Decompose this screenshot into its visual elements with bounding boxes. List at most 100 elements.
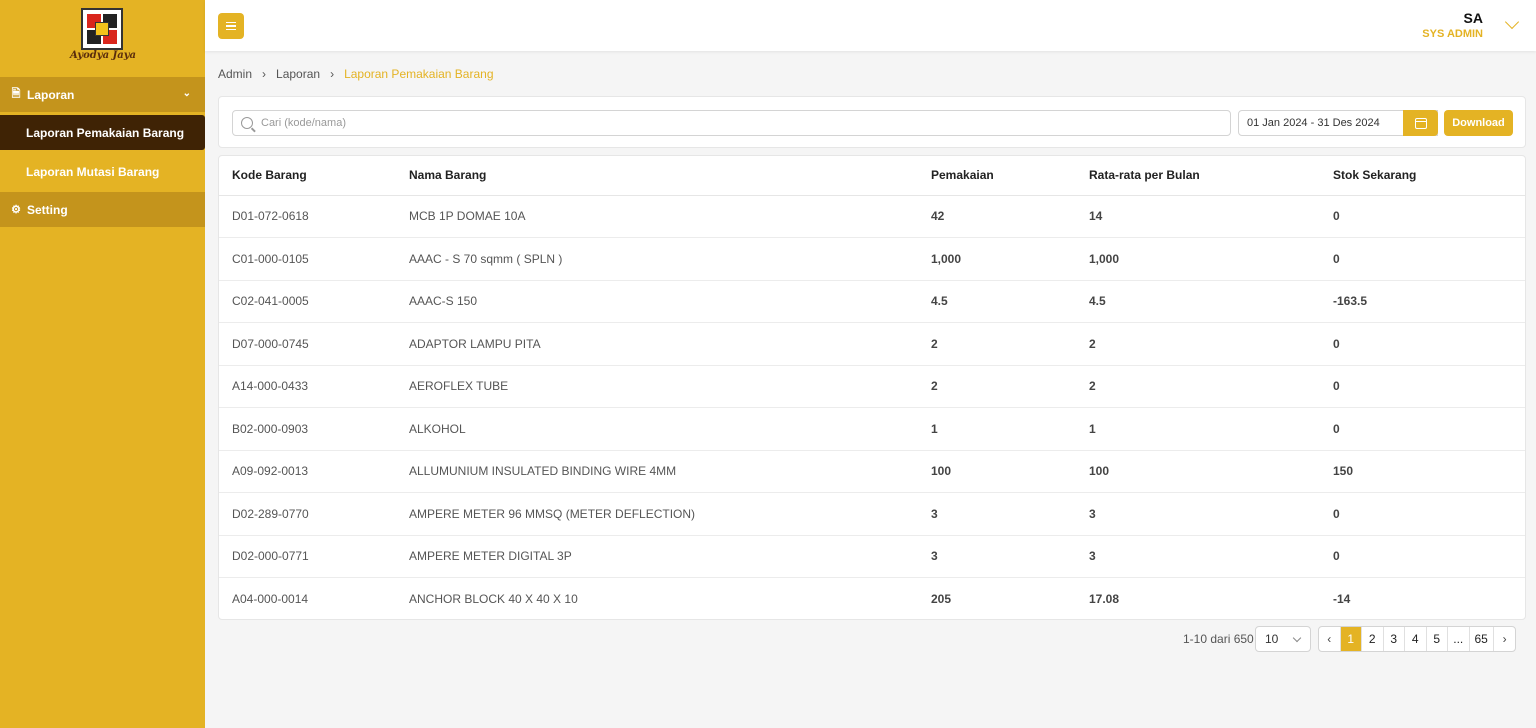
sidebar-group-setting[interactable]: ⚙ Setting — [0, 192, 205, 227]
search-input[interactable] — [261, 117, 1161, 129]
document-icon: 🗎 — [11, 88, 21, 100]
column-header-rata-rata: Rata-rata per Bulan — [1089, 156, 1333, 196]
prev-page-button[interactable]: ‹ — [1319, 627, 1341, 651]
table-cell: ALLUMUNIUM INSULATED BINDING WIRE 4MM — [409, 450, 931, 493]
search-box[interactable] — [232, 110, 1231, 136]
calendar-icon — [1414, 117, 1427, 129]
download-button[interactable]: Download — [1444, 110, 1513, 136]
sidebar-item-laporan-mutasi-barang[interactable]: Laporan Mutasi Barang — [0, 154, 205, 189]
breadcrumb: Admin › Laporan › Laporan Pemakaian Bara… — [218, 67, 494, 81]
table-cell: 2 — [1089, 365, 1333, 408]
table-cell: 205 — [931, 592, 952, 606]
logo-text: Ayodya Jaya — [69, 50, 137, 61]
table-cell: 2 — [1089, 322, 1333, 366]
table-cell: D07-000-0745 — [219, 322, 409, 366]
user-menu[interactable]: SA SYS ADMIN — [1401, 10, 1521, 42]
table-cell: 0 — [1333, 492, 1525, 536]
breadcrumb-laporan[interactable]: Laporan — [276, 67, 321, 81]
table-cell: 1,000 — [931, 237, 1089, 281]
page-button[interactable]: 65 — [1470, 627, 1494, 651]
page-button[interactable]: 5 — [1427, 627, 1448, 651]
table-cell: D02-289-0770 — [219, 492, 409, 536]
table-cell: 3 — [931, 492, 1089, 536]
sidebar-item-laporan-pemakaian-barang[interactable]: Laporan Pemakaian Barang — [0, 115, 205, 150]
table-cell: 0 — [1333, 195, 1525, 238]
page-button[interactable]: 2 — [1362, 627, 1384, 651]
top-header: SA SYS ADMIN — [205, 0, 1536, 51]
table-cell: 3 — [1089, 492, 1333, 536]
table-cell: ADAPTOR LAMPU PITA — [409, 322, 931, 366]
table-cell: C01-000-0105 — [219, 237, 409, 281]
table-cell: AMPERE METER 96 MMSQ (METER DEFLECTION) — [409, 492, 931, 536]
report-table: Kode Barang Nama Barang Pemakaian Rata-r… — [218, 155, 1526, 620]
table-row: A14-000-0433 AEROFLEX TUBE 2 2 0 — [219, 365, 1525, 408]
table-cell: 100 — [931, 450, 1089, 493]
column-header-pemakaian: Pemakaian — [931, 156, 1089, 196]
chevron-down-icon[interactable] — [1504, 14, 1520, 30]
pagination-info: 1-10 dari 650 — [1183, 632, 1254, 646]
table-cell: D02-000-0771 — [219, 535, 409, 578]
table-cell: 3 — [1089, 535, 1333, 578]
table-row: D02-289-0770 AMPERE METER 96 MMSQ (METER … — [219, 492, 1525, 536]
page-button[interactable]: 3 — [1384, 627, 1405, 651]
table-cell: 0 — [1333, 237, 1525, 281]
filter-bar: 01 Jan 2024 - 31 Des 2024 Download — [218, 96, 1526, 148]
table-cell: ANCHOR BLOCK 40 X 40 X 10 — [409, 592, 578, 606]
table-header-row: Kode Barang Nama Barang Pemakaian Rata-r… — [219, 156, 1525, 196]
chevron-right-icon: › — [330, 67, 335, 81]
table-cell: 0 — [1333, 365, 1525, 408]
table-cell: -14 — [1333, 592, 1351, 606]
table-row: B02-000-0903 ALKOHOL 1 1 0 — [219, 407, 1525, 451]
table-cell: MCB 1P DOMAE 10A — [409, 195, 931, 238]
table-cell: B02-000-0903 — [219, 407, 409, 451]
table-cell: D01-072-0618 — [219, 195, 409, 238]
table-cell: 17.08 — [1089, 592, 1120, 606]
next-page-button[interactable]: › — [1502, 632, 1507, 646]
menu-toggle-button[interactable] — [218, 13, 244, 39]
table-cell: 14 — [1089, 195, 1333, 238]
page-ellipsis[interactable]: ... — [1448, 627, 1470, 651]
page-size-select[interactable]: 10 — [1255, 626, 1311, 652]
table-cell: -163.5 — [1333, 280, 1525, 323]
page-button[interactable]: 4 — [1405, 627, 1427, 651]
table-row: A09-092-0013 ALLUMUNIUM INSULATED BINDING… — [219, 450, 1525, 493]
sidebar-group-label: Setting — [27, 202, 68, 217]
table-row: D02-000-0771 AMPERE METER DIGITAL 3P 3 3 0 — [219, 535, 1525, 578]
breadcrumb-admin[interactable]: Admin — [218, 67, 253, 81]
column-header-kode: Kode Barang — [219, 156, 409, 196]
search-icon — [241, 117, 253, 129]
gear-icon: ⚙ — [11, 204, 21, 216]
calendar-button[interactable] — [1403, 110, 1438, 136]
page-size-value: 10 — [1265, 632, 1279, 646]
breadcrumb-current: Laporan Pemakaian Barang — [344, 67, 494, 81]
table-cell: ALKOHOL — [409, 407, 931, 451]
table-cell: 1,000 — [1089, 237, 1333, 281]
table-cell: AAAC-S 150 — [409, 280, 931, 323]
table-row: C01-000-0105 AAAC - S 70 sqmm ( SPLN ) 1,0… — [219, 237, 1525, 281]
column-header-stok: Stok Sekarang — [1333, 156, 1525, 196]
user-role: SYS ADMIN — [1422, 28, 1483, 40]
table-cell: 42 — [931, 195, 1089, 238]
table-cell: 4.5 — [1089, 280, 1333, 323]
table-cell: 2 — [931, 322, 1089, 366]
sidebar-group-laporan[interactable]: 🗎 Laporan ⌄ — [0, 77, 205, 112]
company-logo: Ayodya Jaya — [68, 6, 138, 64]
column-header-nama: Nama Barang — [409, 156, 931, 196]
sidebar: Ayodya Jaya 🗎 Laporan ⌄ Laporan Pemakaia… — [0, 0, 205, 728]
table-row: D01-072-0618 MCB 1P DOMAE 10A 42 14 0 — [219, 195, 1525, 238]
table-row: D07-000-0745 ADAPTOR LAMPU PITA 2 2 0 — [219, 322, 1525, 366]
user-initials: SA — [1463, 10, 1483, 26]
sidebar-item-label: Laporan Mutasi Barang — [26, 164, 160, 179]
table-cell: 1 — [931, 407, 1089, 451]
table-cell: 1 — [1089, 407, 1333, 451]
table-cell: A09-092-0013 — [219, 450, 409, 493]
page-button[interactable]: 1 — [1340, 627, 1362, 651]
table-row: C02-041-0005 AAAC-S 150 4.5 4.5 -163.5 — [219, 280, 1525, 323]
chevron-down-icon: ⌄ — [182, 88, 191, 99]
table-cell: 100 — [1089, 450, 1333, 493]
sidebar-group-label: Laporan — [27, 87, 75, 102]
pagination: ‹ 1 2 3 4 5... 65 › — [1318, 626, 1517, 652]
table-cell: A04-000-0014 — [232, 592, 309, 606]
chevron-right-icon: › — [262, 67, 267, 81]
table-cell: 0 — [1333, 322, 1525, 366]
